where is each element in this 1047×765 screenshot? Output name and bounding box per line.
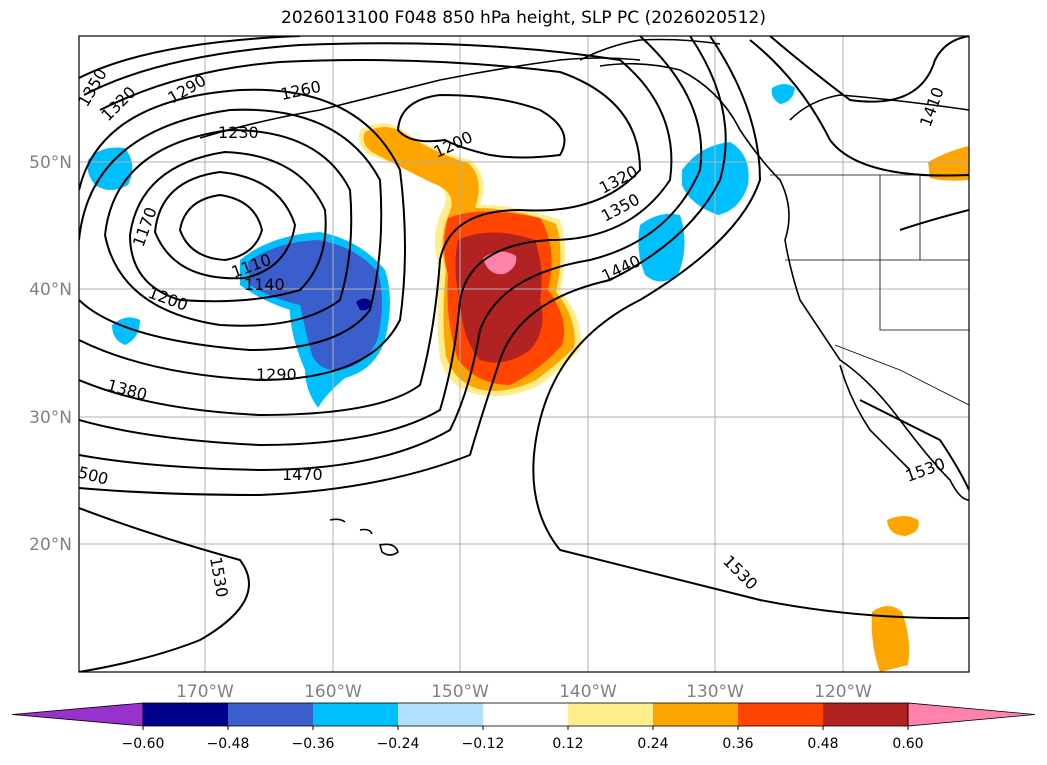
lat-axis-labels: 50°N 40°N 30°N 20°N xyxy=(29,153,72,555)
contour-label: 1230 xyxy=(218,123,259,142)
colorbar-segment xyxy=(483,703,568,726)
colorbar-outline xyxy=(142,702,909,727)
colorbar-tick-label: −0.36 xyxy=(292,736,335,752)
political-boundaries xyxy=(770,174,969,406)
lon-label: 170°W xyxy=(176,682,234,702)
lat-label: 50°N xyxy=(29,153,72,173)
colorbar-segment xyxy=(738,703,823,726)
lon-label: 120°W xyxy=(814,682,872,702)
colorbar: −0.60 −0.48 −0.36 −0.24 −0.12 0.12 0.24 0.36 0.4… xyxy=(11,702,1036,752)
colorbar-segment xyxy=(313,703,398,726)
coastlines xyxy=(199,38,969,556)
lat-label: 20°N xyxy=(29,535,72,555)
lon-label: 130°W xyxy=(686,682,744,702)
colorbar-tick-label: −0.60 xyxy=(122,736,165,752)
colorbar-tick-label: −0.48 xyxy=(207,736,250,752)
lat-label: 30°N xyxy=(29,408,72,428)
map-title: 2026013100 F048 850 hPa height, SLP PC (… xyxy=(281,8,766,28)
colorbar-segment xyxy=(653,703,738,726)
colorbar-tick-label: 0.24 xyxy=(637,736,668,752)
contour-label: 1140 xyxy=(244,275,285,294)
lon-label: 160°W xyxy=(304,682,362,702)
colorbar-tick-label: 0.48 xyxy=(807,736,838,752)
lon-axis-labels: 170°W 160°W 150°W 140°W 130°W 120°W xyxy=(176,682,872,702)
colorbar-extend-high xyxy=(907,702,1036,727)
lat-label: 40°N xyxy=(29,280,72,300)
colorbar-segment xyxy=(398,703,483,726)
colorbar-segment xyxy=(143,703,228,726)
colorbar-tick-label: 0.12 xyxy=(552,736,583,752)
colorbar-tick-label: 0.60 xyxy=(892,736,923,752)
colorbar-tick-label: 0.36 xyxy=(722,736,753,752)
lon-label: 140°W xyxy=(559,682,617,702)
colorbar-extend-low xyxy=(11,702,144,727)
contour-label: 1470 xyxy=(282,465,323,484)
map-frame xyxy=(78,35,970,673)
colorbar-segment xyxy=(228,703,313,726)
colorbar-segment xyxy=(823,703,908,726)
graticule xyxy=(79,36,969,672)
height-contours xyxy=(79,36,969,672)
colorbar-tick-label: −0.12 xyxy=(462,736,505,752)
colorbar-segment xyxy=(568,703,653,726)
contour-label: 1290 xyxy=(256,365,297,384)
colorbar-tick-label: −0.24 xyxy=(377,736,420,752)
lon-label: 150°W xyxy=(431,682,489,702)
